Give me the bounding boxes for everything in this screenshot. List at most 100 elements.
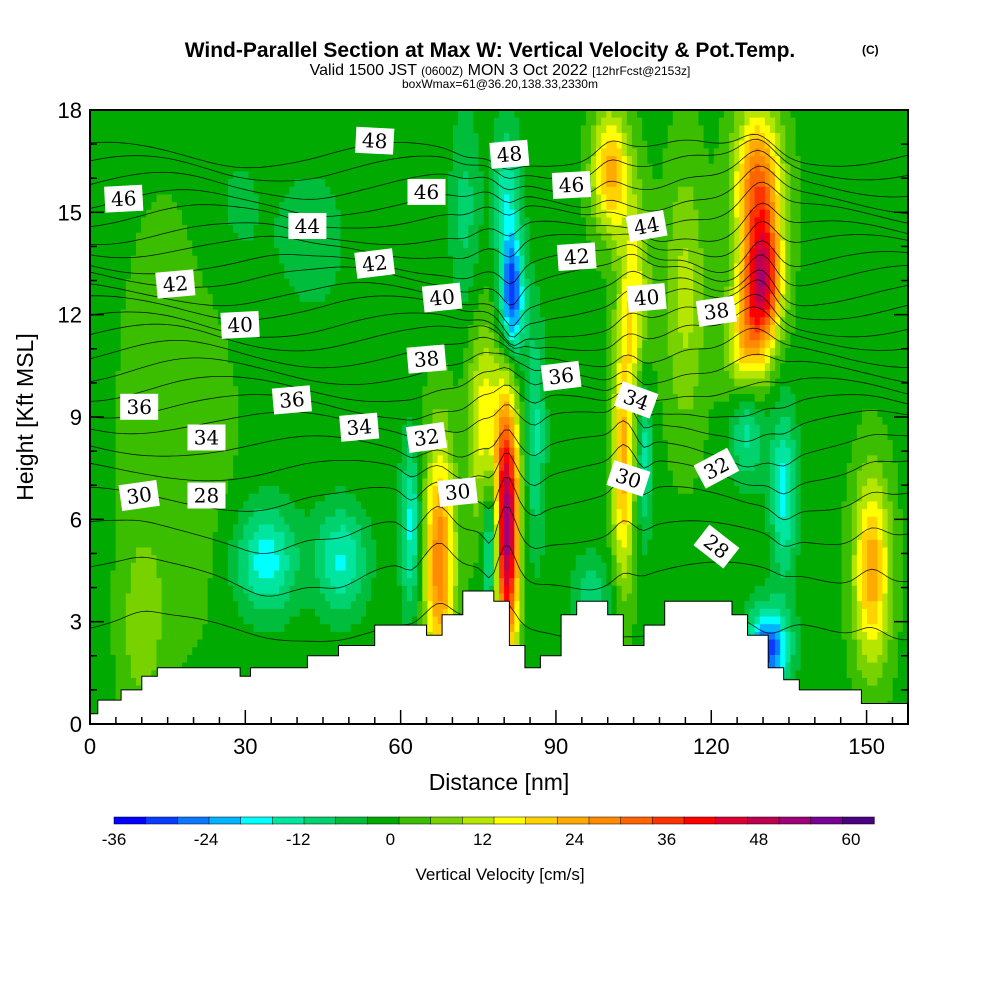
w-cell [764, 286, 771, 295]
w-cell [406, 294, 413, 303]
w-cell [182, 317, 188, 326]
w-cell [729, 271, 735, 280]
w-cell [228, 156, 234, 165]
w-cell [790, 148, 797, 157]
w-cell [534, 340, 541, 349]
w-cell [376, 209, 383, 219]
w-cell [570, 110, 577, 119]
w-cell [672, 179, 679, 188]
w-cell [729, 209, 735, 219]
w-cell [534, 179, 541, 188]
w-cell [744, 202, 751, 211]
w-cell [136, 324, 142, 334]
w-cell [606, 202, 613, 211]
w-cell [105, 133, 112, 142]
w-cell [366, 186, 372, 196]
w-cell [161, 148, 168, 157]
w-cell [427, 110, 434, 119]
w-cell [499, 232, 505, 242]
w-cell [309, 332, 316, 341]
w-cell [396, 148, 403, 157]
w-cell [115, 347, 122, 357]
w-cell [856, 125, 863, 134]
w-cell [826, 186, 832, 196]
w-cell [325, 309, 331, 318]
w-cell [345, 202, 352, 211]
w-cell [233, 217, 239, 226]
w-cell [897, 278, 904, 288]
w-cell [606, 340, 613, 349]
w-cell [815, 125, 822, 134]
w-cell [156, 340, 163, 349]
w-cell [182, 225, 188, 234]
w-cell [672, 332, 679, 341]
w-cell [345, 332, 352, 341]
w-cell [749, 340, 756, 349]
w-cell [110, 133, 117, 142]
w-cell [360, 171, 367, 180]
w-cell [406, 255, 413, 265]
w-cell [790, 171, 797, 180]
w-cell [565, 110, 572, 119]
w-cell [759, 301, 766, 311]
w-cell [100, 171, 106, 180]
w-cell [263, 133, 270, 142]
w-cell [585, 217, 592, 226]
w-cell [775, 202, 781, 211]
w-cell [110, 332, 117, 341]
w-cell [222, 255, 229, 265]
w-cell [892, 324, 899, 334]
w-cell [493, 324, 500, 334]
w-cell [212, 133, 219, 142]
w-cell [570, 317, 577, 326]
w-cell [171, 294, 178, 303]
w-cell [775, 194, 781, 203]
w-cell [545, 324, 551, 334]
w-cell [775, 117, 781, 126]
w-cell [95, 278, 101, 288]
w-cell [228, 347, 234, 357]
w-cell [637, 148, 643, 157]
w-cell [764, 255, 771, 265]
w-cell [452, 186, 459, 196]
w-cell [729, 125, 735, 134]
w-cell [238, 255, 244, 265]
w-cell [529, 156, 536, 165]
w-cell [488, 271, 495, 280]
w-cell [115, 286, 122, 295]
w-cell [882, 202, 889, 211]
w-cell [141, 202, 147, 211]
w-cell [759, 225, 766, 234]
w-cell [800, 171, 807, 180]
w-cell [545, 148, 551, 157]
w-cell [800, 232, 807, 242]
w-cell [867, 286, 873, 295]
w-cell [105, 271, 112, 280]
w-cell [468, 278, 475, 288]
w-cell [105, 217, 112, 226]
subtitle-forecast: [12hrFcst@2153z] [592, 64, 690, 78]
w-cell [575, 133, 582, 142]
w-cell [330, 140, 336, 149]
w-cell [396, 125, 403, 134]
w-cell [805, 309, 812, 318]
w-cell [100, 347, 106, 357]
w-cell [156, 209, 163, 219]
w-cell [130, 156, 137, 165]
w-cell [841, 317, 848, 326]
w-cell [565, 163, 572, 172]
w-cell [197, 179, 204, 188]
w-cell [688, 125, 694, 134]
w-cell [591, 179, 597, 188]
w-cell [734, 163, 740, 172]
w-cell [463, 232, 469, 242]
w-cell [846, 324, 853, 334]
w-cell [688, 209, 694, 219]
w-cell [217, 240, 224, 249]
w-cell [585, 340, 592, 349]
w-cell [284, 309, 290, 318]
w-cell [279, 217, 285, 226]
w-cell [897, 340, 904, 349]
w-cell [422, 340, 429, 349]
w-cell [861, 163, 868, 172]
